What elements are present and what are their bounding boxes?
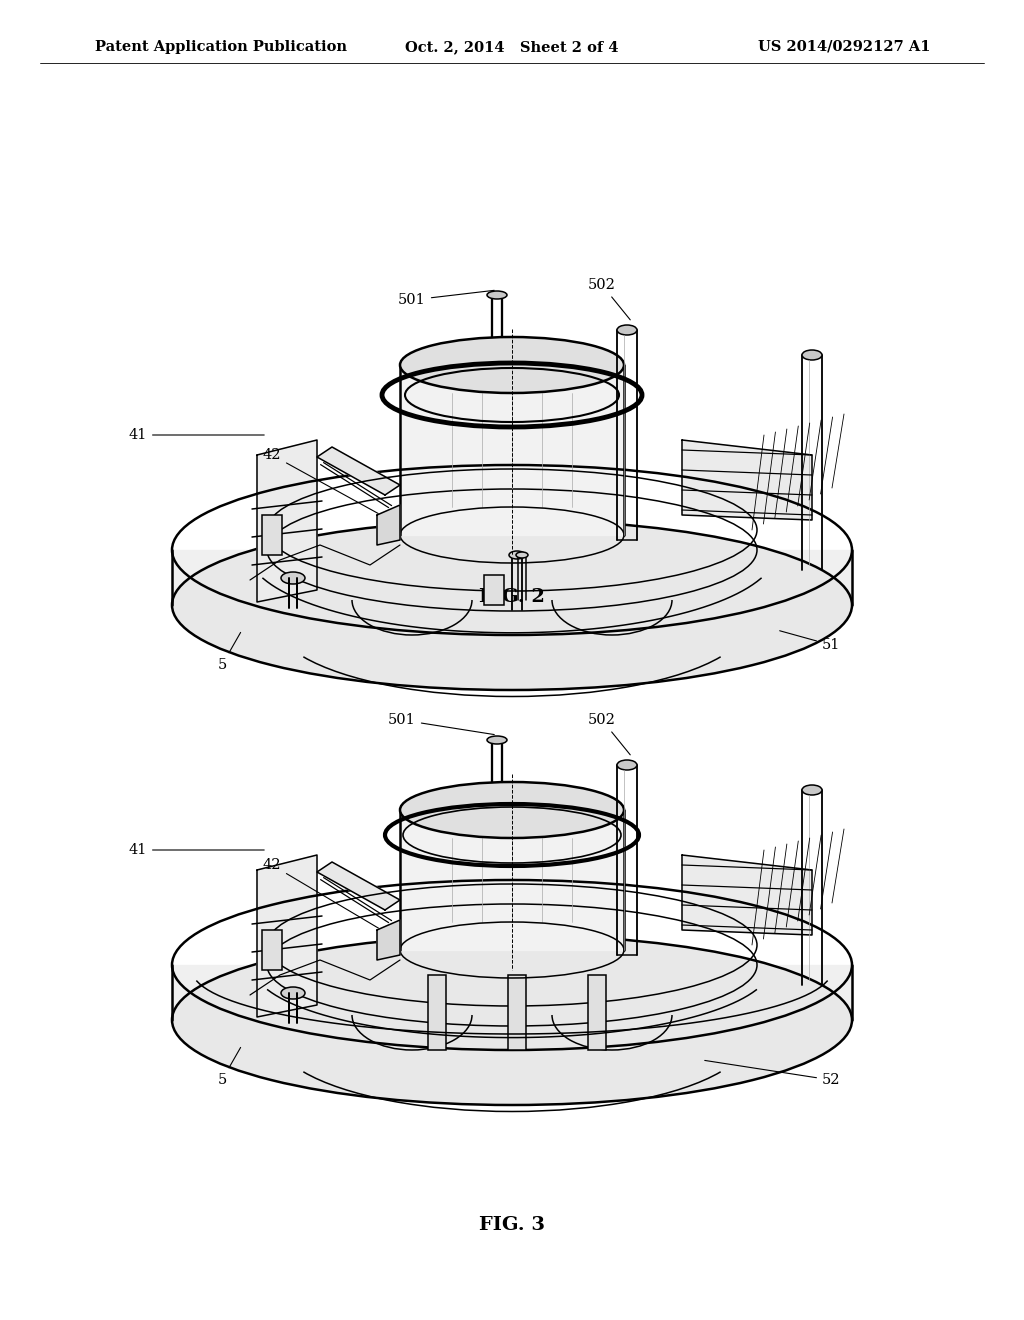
- Text: 51: 51: [779, 631, 841, 652]
- Text: 41: 41: [129, 843, 264, 857]
- Text: 501: 501: [398, 290, 495, 308]
- Polygon shape: [377, 920, 400, 960]
- Ellipse shape: [516, 552, 528, 558]
- Polygon shape: [400, 810, 624, 950]
- Bar: [262, 515, 282, 554]
- Bar: [588, 975, 606, 1049]
- Polygon shape: [257, 855, 317, 1016]
- Text: Patent Application Publication: Patent Application Publication: [95, 40, 347, 54]
- Text: Oct. 2, 2014   Sheet 2 of 4: Oct. 2, 2014 Sheet 2 of 4: [406, 40, 618, 54]
- Ellipse shape: [487, 290, 507, 300]
- Bar: [508, 975, 526, 1049]
- Text: 52: 52: [705, 1060, 841, 1086]
- Ellipse shape: [172, 935, 852, 1105]
- Ellipse shape: [617, 760, 637, 770]
- Polygon shape: [400, 366, 624, 535]
- Text: US 2014/0292127 A1: US 2014/0292127 A1: [758, 40, 930, 54]
- Ellipse shape: [281, 987, 305, 999]
- Bar: [428, 975, 446, 1049]
- Polygon shape: [257, 440, 317, 602]
- Ellipse shape: [617, 325, 637, 335]
- Ellipse shape: [509, 550, 525, 558]
- Ellipse shape: [487, 737, 507, 744]
- Ellipse shape: [172, 520, 852, 690]
- Bar: [484, 576, 504, 605]
- Ellipse shape: [400, 781, 624, 838]
- Polygon shape: [172, 550, 852, 605]
- Polygon shape: [682, 440, 812, 520]
- Polygon shape: [682, 855, 812, 935]
- Text: 5: 5: [217, 632, 241, 672]
- Polygon shape: [317, 447, 400, 495]
- Text: FIG. 2: FIG. 2: [479, 587, 545, 606]
- Ellipse shape: [802, 350, 822, 360]
- Ellipse shape: [400, 337, 624, 393]
- Text: 41: 41: [129, 428, 264, 442]
- Text: 42: 42: [263, 858, 388, 933]
- Ellipse shape: [802, 785, 822, 795]
- Polygon shape: [317, 862, 400, 909]
- Text: 42: 42: [263, 447, 387, 519]
- Text: 501: 501: [388, 713, 495, 734]
- Text: 502: 502: [588, 713, 630, 755]
- Polygon shape: [172, 965, 852, 1020]
- Text: FIG. 3: FIG. 3: [479, 1216, 545, 1234]
- Bar: [262, 931, 282, 970]
- Polygon shape: [377, 506, 400, 545]
- Ellipse shape: [281, 572, 305, 583]
- Text: 502: 502: [588, 279, 630, 319]
- Text: 5: 5: [217, 1047, 241, 1086]
